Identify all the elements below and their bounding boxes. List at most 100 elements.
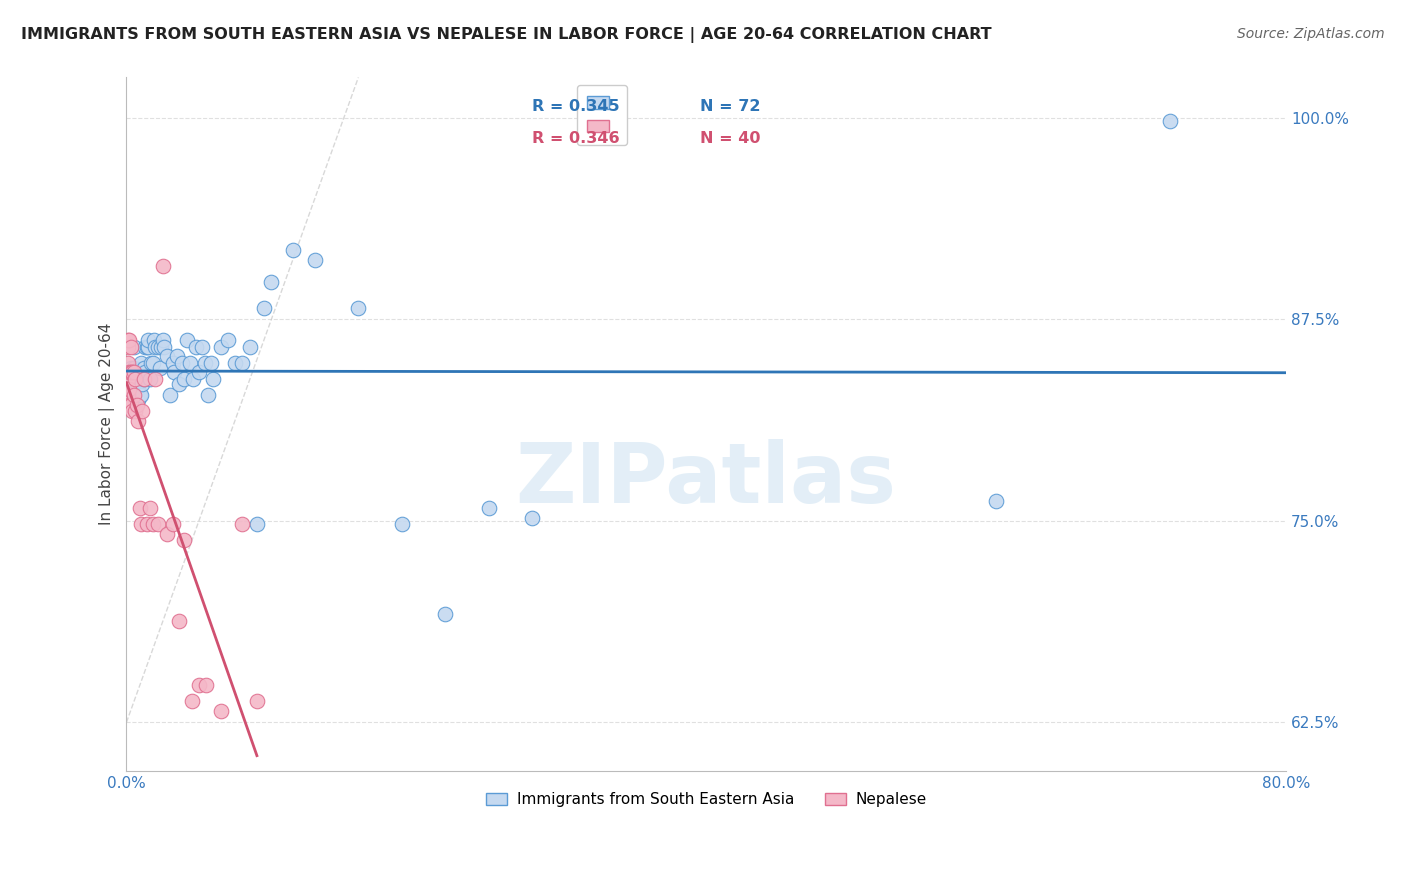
Point: [197, 388, 219, 402]
Point: [166, 349, 188, 363]
Point: [148, 516, 170, 531]
Point: [134, 366, 156, 380]
Text: IMMIGRANTS FROM SOUTH EASTERN ASIA VS NEPALESE IN LABOR FORCE | AGE 20-64 CORREL: IMMIGRANTS FROM SOUTH EASTERN ASIA VS NE…: [21, 27, 991, 43]
Point: [122, 340, 145, 354]
Point: [149, 360, 172, 375]
Point: [129, 516, 152, 531]
Point: [121, 404, 143, 418]
Point: [121, 384, 143, 399]
Point: [984, 494, 1007, 508]
Point: [159, 388, 181, 402]
Point: [124, 372, 146, 386]
Point: [253, 301, 276, 315]
Point: [132, 372, 155, 386]
Text: R = 0.345: R = 0.345: [533, 99, 620, 114]
Point: [120, 366, 142, 380]
Point: [118, 333, 141, 347]
Text: N = 72: N = 72: [700, 99, 761, 114]
Point: [118, 382, 141, 396]
Point: [162, 356, 184, 370]
Point: [134, 340, 156, 354]
Point: [131, 376, 153, 391]
Point: [478, 500, 501, 515]
Point: [167, 376, 190, 391]
Point: [124, 364, 146, 378]
Point: [194, 356, 217, 370]
Point: [209, 704, 232, 718]
Point: [138, 500, 160, 515]
Point: [122, 366, 145, 380]
Point: [156, 526, 179, 541]
Point: [162, 516, 184, 531]
Point: [200, 356, 222, 370]
Point: [224, 356, 246, 370]
Text: ZIPatlas: ZIPatlas: [516, 439, 897, 520]
Point: [522, 510, 544, 524]
Point: [138, 372, 160, 386]
Point: [117, 356, 139, 370]
Point: [202, 372, 225, 386]
Point: [132, 372, 155, 386]
Point: [136, 340, 159, 354]
Point: [124, 388, 146, 402]
Point: [391, 516, 413, 531]
Point: [127, 382, 149, 396]
Point: [117, 333, 139, 347]
Point: [281, 243, 304, 257]
Point: [150, 340, 173, 354]
Point: [127, 392, 149, 407]
Point: [120, 368, 142, 383]
Point: [118, 376, 141, 391]
Point: [122, 388, 145, 402]
Point: [120, 398, 142, 412]
Point: [180, 694, 202, 708]
Point: [231, 516, 253, 531]
Point: [148, 340, 170, 354]
Point: [124, 404, 146, 418]
Point: [260, 275, 283, 289]
Point: [184, 340, 207, 354]
Point: [176, 333, 198, 347]
Point: [167, 614, 190, 628]
Point: [135, 516, 157, 531]
Point: [117, 388, 139, 402]
Point: [120, 340, 142, 354]
Point: [117, 340, 139, 354]
Point: [217, 333, 239, 347]
Text: N = 40: N = 40: [700, 131, 761, 146]
Point: [139, 356, 162, 370]
Point: [163, 366, 186, 380]
Point: [129, 388, 152, 402]
Point: [179, 356, 201, 370]
Point: [187, 366, 209, 380]
Point: [209, 340, 232, 354]
Point: [231, 356, 253, 370]
Point: [239, 340, 262, 354]
Y-axis label: In Labor Force | Age 20-64: In Labor Force | Age 20-64: [100, 323, 115, 525]
Point: [246, 516, 269, 531]
Point: [246, 694, 269, 708]
Point: [129, 372, 152, 386]
Point: [128, 388, 150, 402]
Point: [118, 366, 141, 380]
Point: [131, 404, 153, 418]
Point: [117, 372, 139, 386]
Point: [128, 500, 150, 515]
Point: [125, 398, 148, 412]
Point: [187, 678, 209, 692]
Point: [191, 340, 214, 354]
Point: [125, 382, 148, 396]
Text: Source: ZipAtlas.com: Source: ZipAtlas.com: [1237, 27, 1385, 41]
Point: [122, 376, 145, 391]
Text: R = 0.346: R = 0.346: [533, 131, 620, 146]
Point: [347, 301, 370, 315]
Legend: Immigrants from South Eastern Asia, Nepalese: Immigrants from South Eastern Asia, Nepa…: [478, 785, 934, 815]
Point: [181, 372, 204, 386]
Point: [136, 333, 159, 347]
Point: [118, 398, 141, 412]
Point: [153, 340, 176, 354]
Point: [129, 356, 152, 370]
Point: [142, 356, 165, 370]
Point: [145, 372, 167, 386]
Point: [1159, 114, 1181, 128]
